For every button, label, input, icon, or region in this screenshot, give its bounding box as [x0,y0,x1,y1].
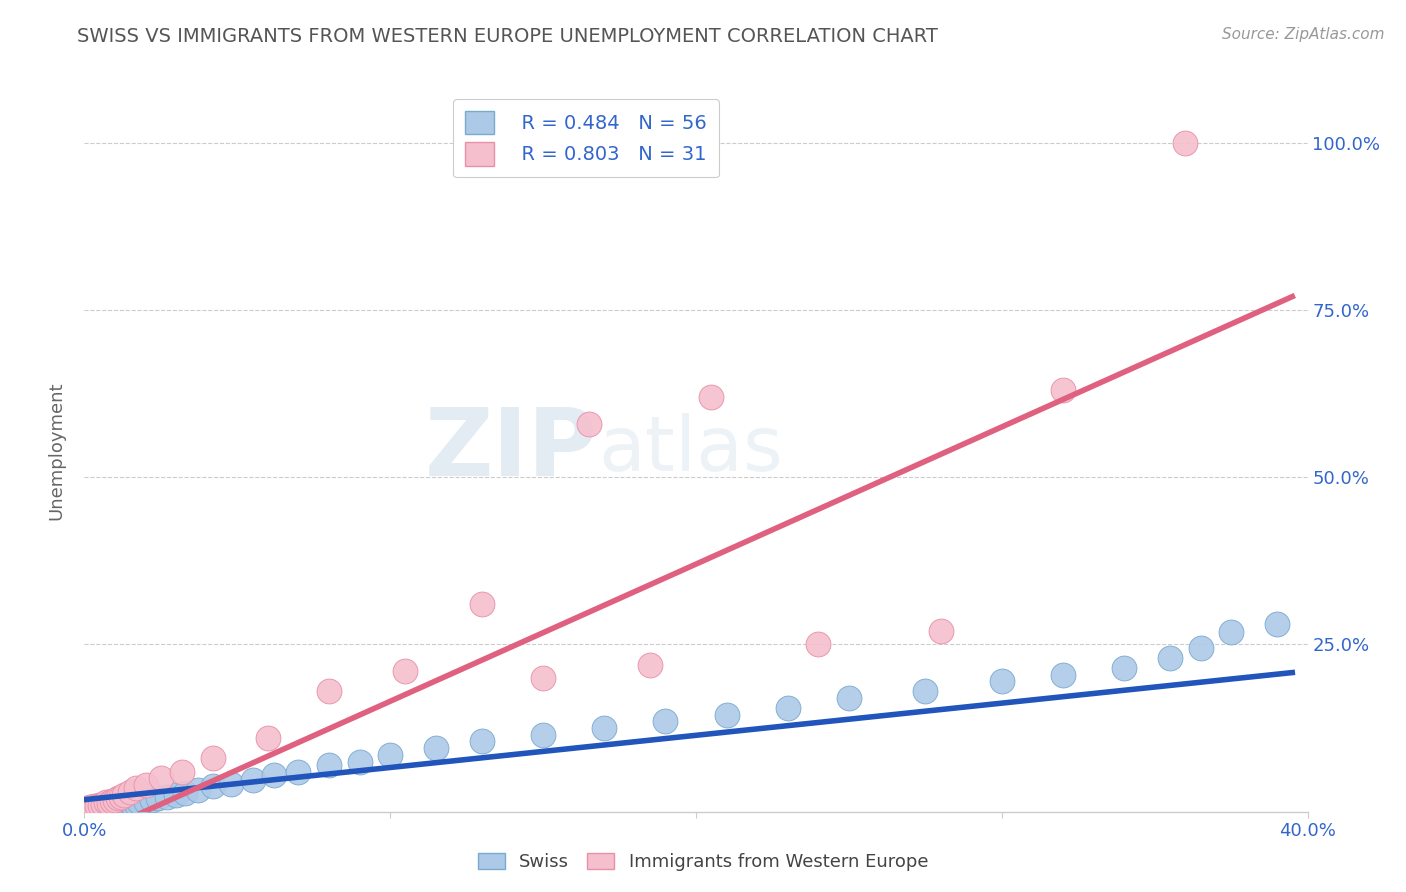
Point [201,780,224,794]
Point [201,751,224,765]
Point [83,802,105,816]
Point [101,794,124,808]
Point [86,798,108,813]
Point [1052,384,1074,398]
Point [394,664,416,679]
Point [112,798,135,813]
Point [914,684,936,698]
Point [128,796,150,810]
Point [125,781,148,796]
Point [219,776,242,791]
Point [97,798,120,813]
Point [83,800,105,814]
Point [79,801,101,815]
Point [1114,661,1136,675]
Point [807,637,830,651]
Point [91,800,114,814]
Point [776,701,799,715]
Point [91,801,114,815]
Point [174,786,197,800]
Point [638,657,661,672]
Point [318,758,340,772]
Point [104,799,127,814]
Point [929,624,952,639]
Point [531,671,554,685]
Point [1220,625,1243,640]
Y-axis label: Unemployment: Unemployment [48,381,66,520]
Point [86,799,108,814]
Point [89,801,111,815]
Point [380,747,402,762]
Point [838,690,860,705]
Point [186,783,208,797]
Point [110,797,132,811]
Point [125,797,148,811]
Point [101,801,124,815]
Text: SWISS VS IMMIGRANTS FROM WESTERN EUROPE UNEMPLOYMENT CORRELATION CHART: SWISS VS IMMIGRANTS FROM WESTERN EUROPE … [77,27,938,45]
Point [122,798,145,813]
Point [107,798,129,813]
Point [287,764,309,779]
Point [172,764,194,779]
Point [89,798,111,813]
Point [242,772,264,787]
Point [104,793,127,807]
Point [531,728,554,742]
Point [94,799,117,814]
Point [76,801,98,815]
Point [654,714,676,729]
Point [471,734,494,748]
Point [135,778,157,792]
Point [1159,651,1181,665]
Point [156,790,179,805]
Text: ZIP: ZIP [425,404,598,497]
Point [79,801,101,815]
Point [263,768,285,782]
Point [1265,617,1288,632]
Point [257,731,280,746]
Point [165,788,187,802]
Point [1174,136,1197,150]
Legend: Swiss, Immigrants from Western Europe: Swiss, Immigrants from Western Europe [471,846,935,879]
Point [110,790,132,805]
Point [89,798,111,813]
Point [86,801,108,815]
Point [146,791,169,805]
Point [112,788,135,802]
Point [593,721,616,735]
Point [97,796,120,810]
Point [97,800,120,814]
Point [120,785,142,799]
Point [318,684,340,698]
Point [76,803,98,817]
Point [79,800,101,814]
Text: Source: ZipAtlas.com: Source: ZipAtlas.com [1222,27,1385,42]
Point [349,755,371,769]
Point [91,797,114,811]
Point [107,791,129,805]
Point [94,796,117,810]
Point [149,771,172,786]
Point [1189,640,1212,655]
Point [141,793,163,807]
Point [991,674,1014,689]
Point [716,707,738,722]
Point [120,796,142,810]
Point [83,799,105,814]
Point [1052,667,1074,681]
Point [700,390,723,404]
Legend:   R = 0.484   N = 56,   R = 0.803   N = 31: R = 0.484 N = 56, R = 0.803 N = 31 [453,99,718,178]
Point [135,795,157,809]
Point [94,798,117,813]
Point [425,741,447,756]
Point [115,797,138,812]
Point [471,598,494,612]
Point [578,417,600,431]
Text: atlas: atlas [598,414,783,487]
